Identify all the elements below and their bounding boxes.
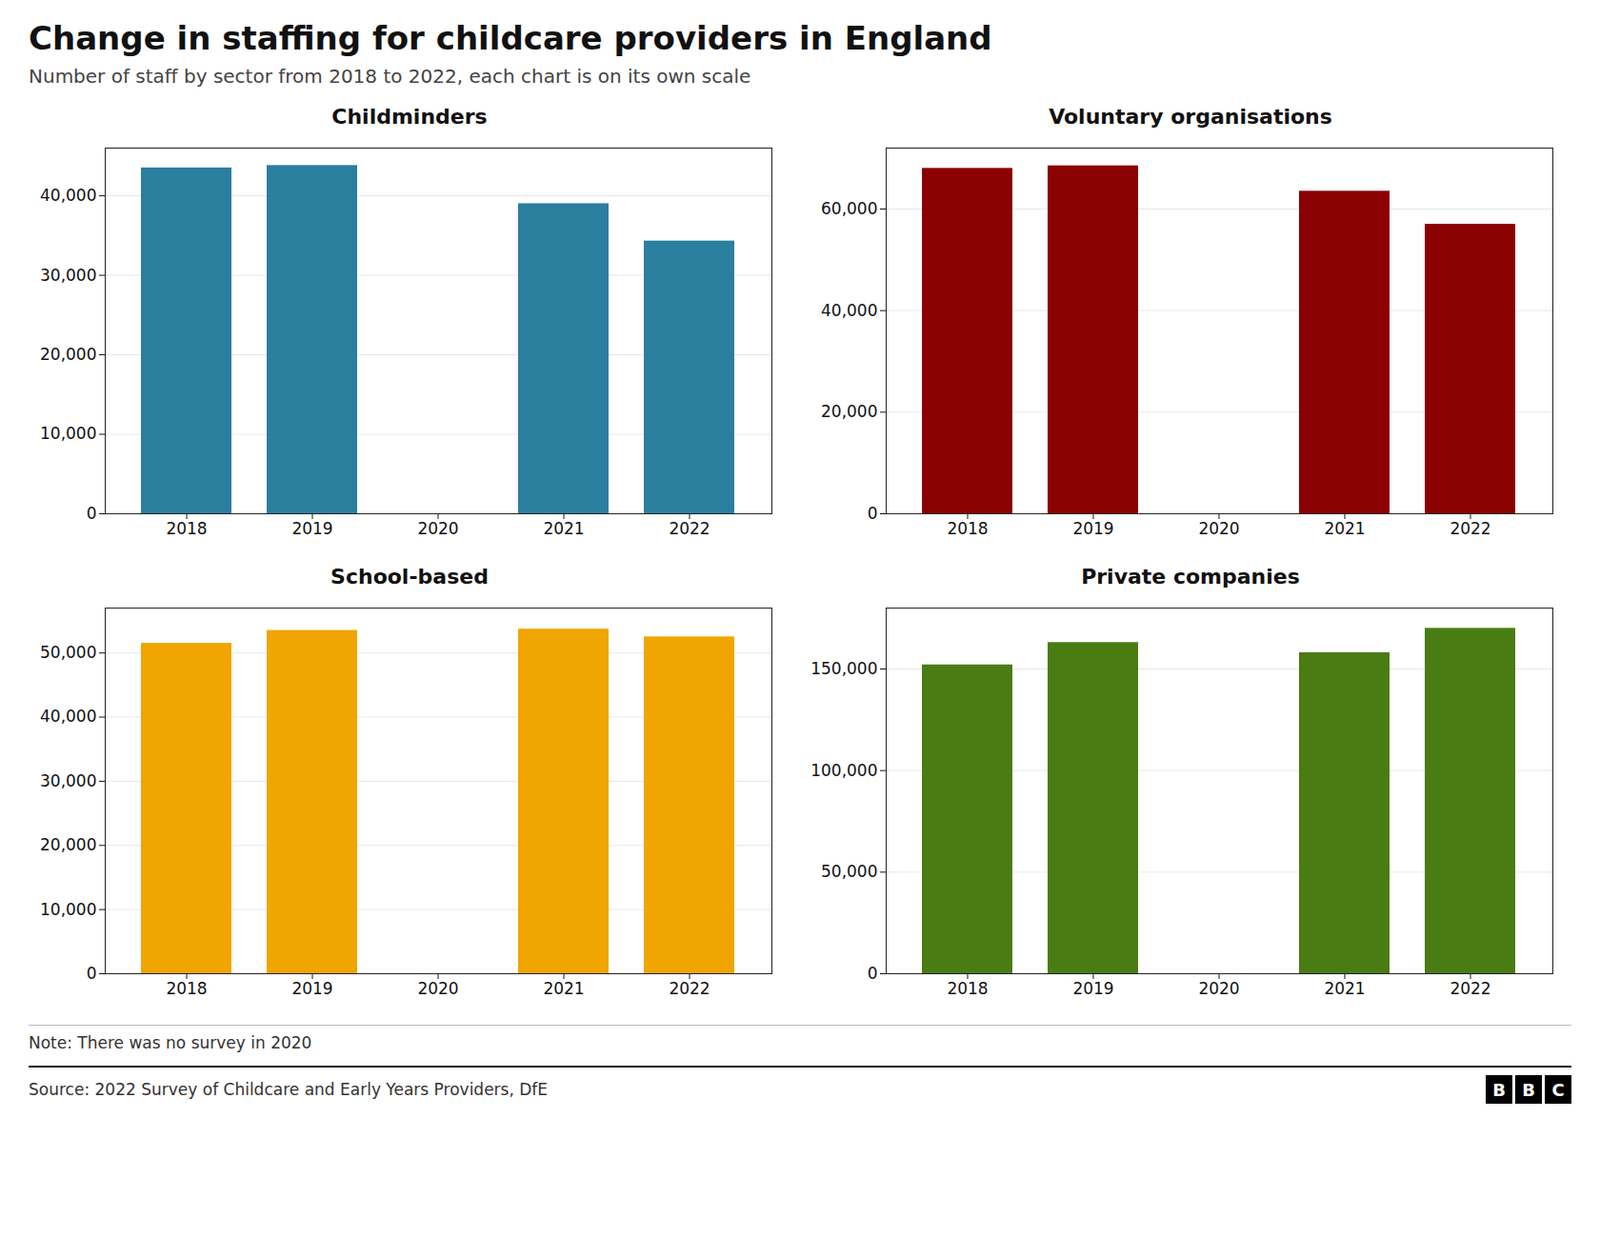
svg-text:150,000: 150,000 [810, 659, 878, 679]
html-text:Note: There was no survey in 2: Note: There was no survey in 2020 [28, 1033, 312, 1053]
svg-text:40,000: 40,000 [820, 300, 878, 320]
html-text:Private companies: Private companies [1081, 564, 1300, 589]
svg-text:0: 0 [867, 503, 879, 523]
svg-text:2019: 2019 [1072, 519, 1114, 539]
svg-text:2018: 2018 [165, 979, 207, 999]
svg-text:2020: 2020 [417, 979, 459, 999]
svg-text:2022: 2022 [1449, 519, 1491, 539]
svg-text:2019: 2019 [1072, 979, 1114, 999]
svg-text:20,000: 20,000 [40, 344, 97, 364]
svg-text:2021: 2021 [542, 519, 584, 539]
html-text:School-based: School-based [330, 564, 489, 589]
html-text:Change in staffing for childca: Change in staffing for childcare provide… [28, 19, 992, 58]
svg-text:2022: 2022 [668, 979, 710, 999]
html-text:B: B [1492, 1079, 1506, 1100]
html-text:Childminders: Childminders [331, 104, 488, 129]
svg-text:2018: 2018 [165, 519, 207, 539]
html-text:Source: 2022 Survey of Childca: Source: 2022 Survey of Childcare and Ear… [28, 1080, 548, 1100]
svg-text:20,000: 20,000 [40, 835, 97, 855]
svg-text:2021: 2021 [1323, 519, 1365, 539]
svg-text:2021: 2021 [542, 979, 584, 999]
html-text:B: B [1522, 1079, 1536, 1100]
svg-text:60,000: 60,000 [820, 199, 878, 219]
svg-text:2022: 2022 [1449, 979, 1491, 999]
svg-text:2021: 2021 [1323, 979, 1365, 999]
svg-text:40,000: 40,000 [40, 185, 97, 205]
svg-text:2018: 2018 [946, 519, 988, 539]
svg-text:50,000: 50,000 [820, 861, 878, 881]
html-text:Number of staff by sector from: Number of staff by sector from 2018 to 2… [28, 64, 751, 88]
svg-text:2018: 2018 [946, 979, 988, 999]
svg-text:40,000: 40,000 [40, 706, 97, 726]
svg-text:2019: 2019 [291, 979, 333, 999]
svg-text:2022: 2022 [668, 519, 710, 539]
svg-text:2020: 2020 [1198, 519, 1240, 539]
svg-text:2020: 2020 [1198, 979, 1240, 999]
svg-text:30,000: 30,000 [40, 771, 97, 791]
svg-text:0: 0 [867, 963, 879, 983]
svg-text:2019: 2019 [291, 519, 333, 539]
svg-text:0: 0 [86, 503, 98, 523]
html-text:Voluntary organisations: Voluntary organisations [1048, 104, 1333, 129]
svg-text:100,000: 100,000 [810, 760, 878, 780]
svg-text:20,000: 20,000 [820, 401, 878, 421]
svg-text:30,000: 30,000 [40, 265, 97, 285]
svg-text:0: 0 [86, 963, 98, 983]
svg-text:50,000: 50,000 [40, 642, 97, 662]
svg-text:10,000: 10,000 [40, 423, 97, 443]
svg-text:2020: 2020 [417, 519, 459, 539]
html-text:C: C [1551, 1079, 1565, 1100]
svg-text:10,000: 10,000 [40, 900, 97, 920]
